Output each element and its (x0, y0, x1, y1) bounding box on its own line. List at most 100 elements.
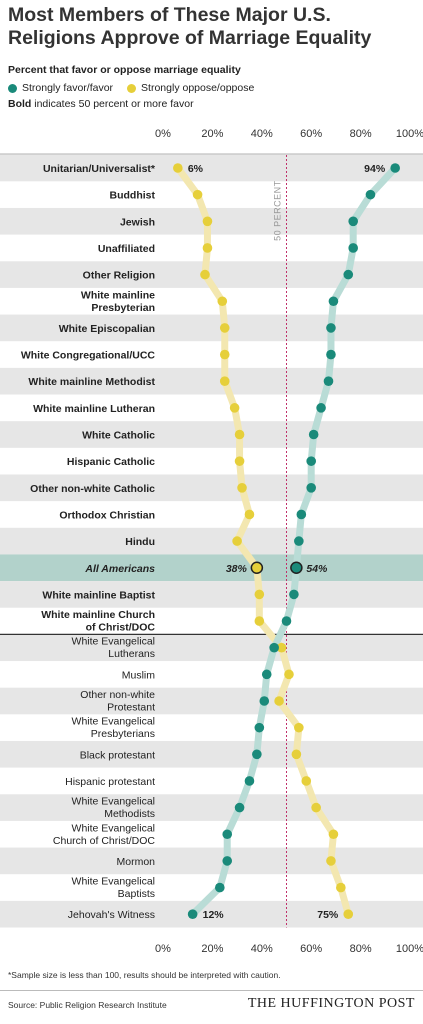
x-tick-label-bottom: 80% (350, 943, 372, 955)
row-band (0, 421, 423, 448)
oppose-point (192, 189, 203, 200)
favor-point (296, 509, 307, 520)
row-band (0, 154, 423, 182)
favor-point (259, 696, 270, 706)
oppose-point (229, 403, 240, 413)
favor-legend-dot (8, 83, 17, 93)
favor-point (222, 829, 233, 840)
favor-point (290, 561, 303, 574)
category-label: Unaffiliated (98, 243, 155, 255)
favor-point (281, 616, 292, 626)
footnote: *Sample size is less than 100, results s… (8, 970, 281, 980)
x-tick-label-top: 100% (396, 128, 423, 140)
favor-point (306, 483, 317, 493)
category-label: White mainline Presbyterian (81, 289, 155, 314)
oppose-point (274, 696, 284, 706)
x-tick-label-top: 80% (350, 128, 372, 140)
oppose-data-label: 6% (188, 163, 204, 175)
highlight-row-band (0, 554, 423, 582)
favor-point (308, 429, 319, 440)
category-label: Other non-white Protestant (80, 689, 155, 714)
favor-point (323, 376, 334, 387)
favor-point (254, 722, 265, 733)
favor-data-label: 54% (306, 563, 328, 575)
favor-point (343, 269, 354, 280)
oppose-point (284, 669, 294, 680)
favor-point (326, 323, 336, 333)
favor-point (328, 296, 339, 307)
oppose-point (343, 909, 354, 919)
favor-point (326, 349, 336, 360)
brand-logo: THE HUFFINGTON POST (247, 996, 415, 1011)
favor-point (316, 403, 326, 413)
category-label: Hindu (125, 536, 155, 548)
favor-point (289, 589, 299, 600)
category-label: Hispanic protestant (65, 776, 155, 788)
oppose-data-label: 75% (317, 909, 339, 921)
category-label: Unitarian/Universalist* (43, 163, 156, 175)
oppose-point (294, 722, 304, 733)
category-label: Jehovah's Witness (68, 909, 155, 921)
category-label: White Congregational/UCC (21, 350, 156, 362)
x-tick-label-bottom: 60% (300, 943, 322, 955)
favor-point (294, 536, 304, 546)
category-label: White Episcopalian (59, 323, 155, 335)
favor-point (222, 856, 233, 866)
x-tick-label-bottom: 100% (396, 943, 423, 955)
category-label: Jewish (120, 216, 155, 228)
category-label: White mainline Church of Christ/DOC (41, 609, 155, 634)
favor-point (252, 749, 262, 760)
x-tick-label-bottom: 0% (155, 943, 171, 955)
row-band (0, 581, 423, 608)
row-band (0, 847, 423, 875)
oppose-point (237, 483, 247, 493)
legend-favor-label: Strongly favor/favor (22, 82, 114, 94)
row-band (0, 527, 423, 555)
category-label: White Catholic (82, 430, 155, 442)
oppose-point (202, 243, 213, 253)
row-band (0, 740, 423, 768)
row-band (0, 367, 423, 395)
x-tick-label-top: 60% (300, 128, 322, 140)
x-tick-label-top: 20% (201, 128, 223, 140)
oppose-point (232, 536, 242, 546)
row-band (0, 314, 423, 342)
favor-point (244, 776, 255, 786)
category-label: White Evangelical Presbyterians (72, 716, 155, 741)
favor-data-label: 94% (364, 163, 386, 175)
oppose-point (200, 269, 210, 280)
legend-oppose-label: Strongly oppose/oppose (141, 82, 255, 94)
category-label: Muslim (122, 669, 156, 681)
x-tick-label-bottom: 20% (201, 943, 223, 955)
bold-note-text: indicates 50 percent or more favor (31, 98, 194, 110)
category-label: Other Religion (83, 270, 155, 282)
oppose-point (276, 642, 287, 653)
category-label: Hispanic Catholic (67, 456, 155, 468)
oppose-point (254, 589, 265, 600)
oppose-point (336, 882, 346, 893)
chart-title: Most Members of These Major U.S. Religio… (8, 4, 372, 49)
bold-note: Bold indicates 50 percent or more favor (8, 98, 194, 110)
oppose-point (328, 829, 339, 840)
oppose-point (219, 376, 230, 387)
category-label: White Evangelical Baptists (72, 876, 155, 901)
favor-point (348, 243, 358, 253)
source-text: Source: Public Religion Research Institu… (8, 1000, 167, 1010)
favor-point (348, 216, 358, 227)
oppose-point (244, 509, 255, 520)
chart-subtitle: Percent that favor or oppose marriage eq… (8, 64, 241, 76)
category-label: Mormon (116, 856, 155, 868)
legend-item-favor: Strongly favor/favor (8, 82, 113, 94)
favor-point (390, 163, 400, 173)
row-band (0, 634, 423, 662)
oppose-data-label: 38% (226, 563, 248, 575)
oppose-legend-dot (127, 83, 137, 93)
favor-point (269, 642, 279, 653)
oppose-point (311, 802, 321, 813)
oppose-point (202, 216, 213, 227)
oppose-point (291, 749, 302, 760)
category-label: All Americans (84, 563, 155, 575)
x-tick-label-top: 0% (155, 128, 171, 140)
favor-point (306, 456, 317, 466)
